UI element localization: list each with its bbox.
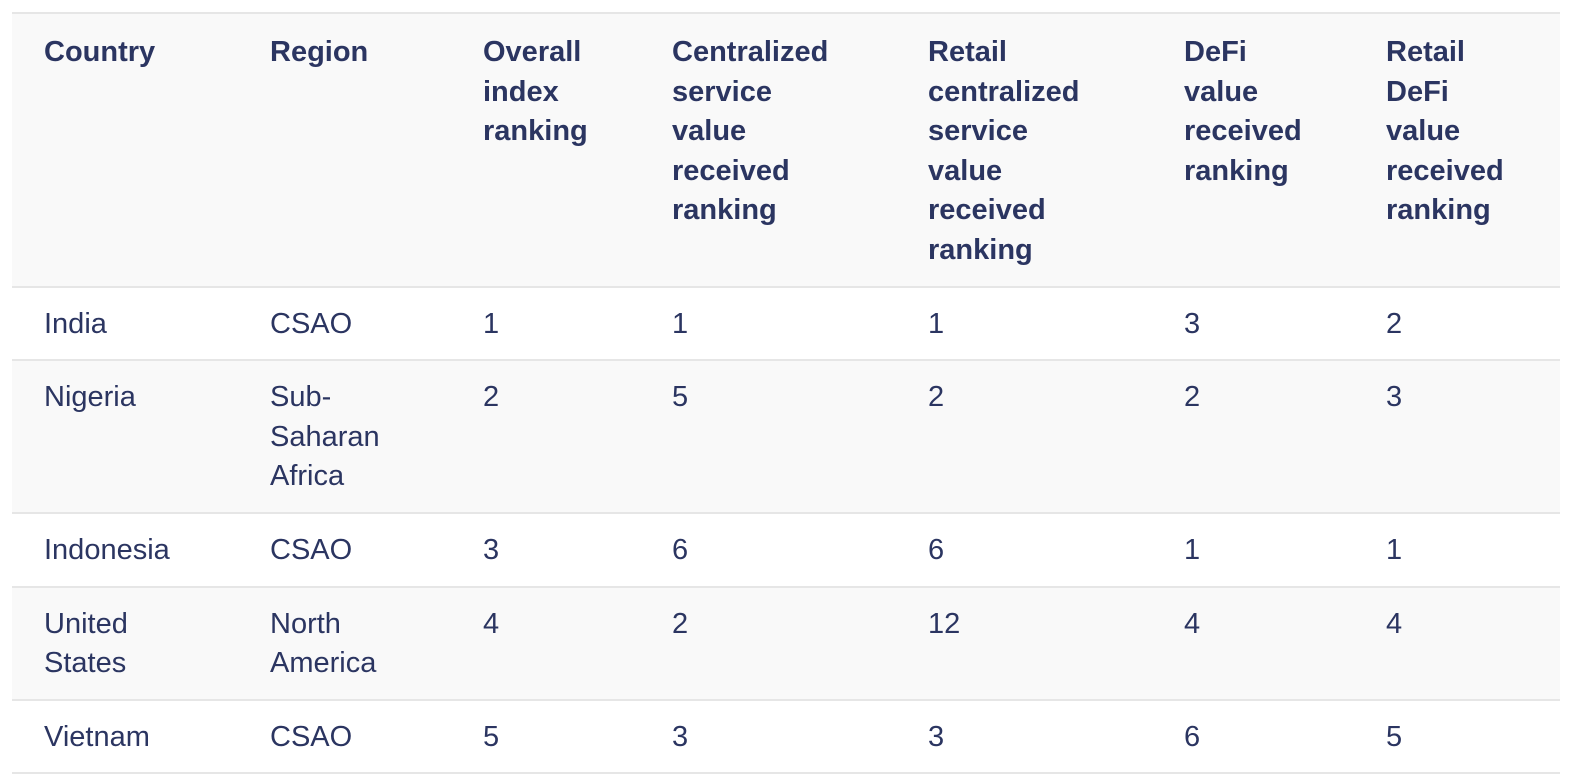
cell-region: CSAO <box>270 307 353 340</box>
cell-centralized-service-ranking: 6 <box>672 533 689 566</box>
cell-region: CSAO <box>270 720 353 753</box>
table-header: Country Region Overall index ranking Cen… <box>12 13 1560 287</box>
table-row: Nigeria Sub-Saharan Africa 2 5 2 2 3 <box>12 360 1560 513</box>
header-defi-ranking: DeFi value received ranking <box>1184 36 1302 187</box>
cell-retail-defi-ranking: 3 <box>1386 381 1403 414</box>
cell-retail-centralized-service-ranking: 12 <box>928 607 961 640</box>
table-body: India CSAO 1 1 1 3 2 Nigeria Sub-Saharan… <box>12 286 1560 774</box>
cell-country: Vietnam <box>44 720 150 753</box>
cell-centralized-service-ranking: 1 <box>672 307 689 340</box>
header-retail-centralized-service-ranking: Retail centralized service value receive… <box>928 36 1080 266</box>
cell-region: CSAO <box>270 533 353 566</box>
cell-overall-index-ranking: 5 <box>483 720 500 753</box>
header-region: Region <box>270 36 369 68</box>
rankings-table: Country Region Overall index ranking Cen… <box>12 12 1560 774</box>
cell-retail-defi-ranking: 1 <box>1386 533 1403 566</box>
table-row: Indonesia CSAO 3 6 6 1 1 <box>12 512 1560 587</box>
cell-defi-ranking: 2 <box>1184 381 1201 414</box>
header-country: Country <box>44 36 156 68</box>
table-row: United States North America 4 2 12 4 4 <box>12 586 1560 700</box>
cell-defi-ranking: 4 <box>1184 607 1201 640</box>
cell-retail-defi-ranking: 2 <box>1386 307 1403 340</box>
cell-retail-defi-ranking: 5 <box>1386 720 1403 753</box>
cell-centralized-service-ranking: 5 <box>672 381 689 414</box>
header-overall-index-ranking: Overall index ranking <box>483 36 588 148</box>
cell-defi-ranking: 6 <box>1184 720 1201 753</box>
cell-overall-index-ranking: 4 <box>483 607 500 640</box>
cell-country: United States <box>44 607 128 680</box>
header-retail-defi-ranking: Retail DeFi value received ranking <box>1386 36 1504 227</box>
table-row: India CSAO 1 1 1 3 2 <box>12 286 1560 361</box>
cell-retail-centralized-service-ranking: 1 <box>928 307 945 340</box>
rankings-table-container: Country Region Overall index ranking Cen… <box>12 12 1560 774</box>
cell-defi-ranking: 3 <box>1184 307 1201 340</box>
cell-overall-index-ranking: 3 <box>483 533 500 566</box>
cell-centralized-service-ranking: 3 <box>672 720 689 753</box>
cell-retail-defi-ranking: 4 <box>1386 607 1403 640</box>
cell-overall-index-ranking: 2 <box>483 381 500 414</box>
header-row: Country Region Overall index ranking Cen… <box>12 13 1560 287</box>
cell-country: Indonesia <box>44 533 170 566</box>
cell-country: Nigeria <box>44 381 136 414</box>
header-centralized-service-ranking: Centralized service value received ranki… <box>672 36 829 227</box>
cell-retail-centralized-service-ranking: 3 <box>928 720 945 753</box>
cell-defi-ranking: 1 <box>1184 533 1201 566</box>
cell-centralized-service-ranking: 2 <box>672 607 689 640</box>
table-row: Vietnam CSAO 5 3 3 6 5 <box>12 699 1560 774</box>
cell-overall-index-ranking: 1 <box>483 307 500 340</box>
cell-country: India <box>44 307 107 340</box>
cell-retail-centralized-service-ranking: 6 <box>928 533 945 566</box>
cell-region: Sub-Saharan Africa <box>270 381 380 493</box>
cell-region: North America <box>270 607 377 680</box>
cell-retail-centralized-service-ranking: 2 <box>928 381 945 414</box>
